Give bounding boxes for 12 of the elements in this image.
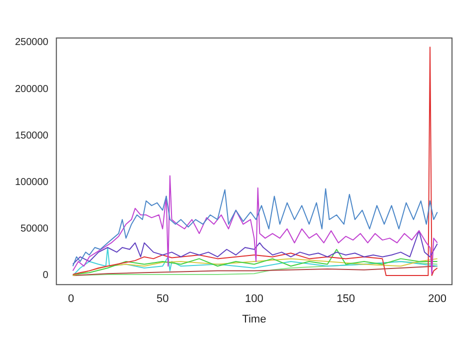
y-tick-label: 50000 bbox=[20, 224, 49, 235]
y-tick-label: 0 bbox=[42, 270, 49, 282]
x-tick-label: 100 bbox=[245, 293, 264, 306]
x-tick-label: 150 bbox=[336, 293, 355, 306]
y-tick-label: 100000 bbox=[14, 177, 49, 188]
x-axis-title: Time bbox=[242, 313, 266, 326]
y-tick-label: 250000 bbox=[14, 37, 49, 48]
x-tick-label: 200 bbox=[428, 293, 447, 306]
y-tick-label: 200000 bbox=[14, 84, 49, 95]
x-tick-label: 50 bbox=[156, 293, 169, 306]
x-tick-label: 0 bbox=[68, 293, 74, 306]
y-tick-label: 150000 bbox=[14, 130, 49, 142]
